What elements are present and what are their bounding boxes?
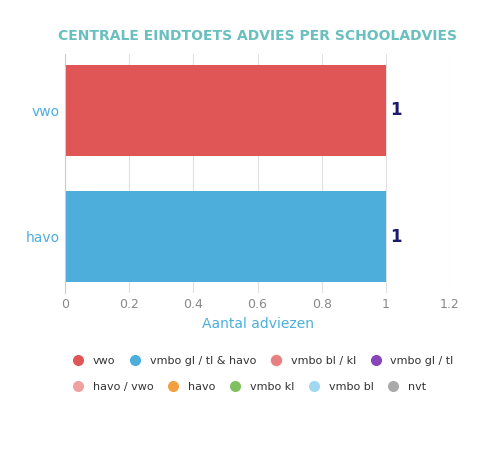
Legend: havo / vwo, havo, vmbo kl, vmbo bl, nvt: havo / vwo, havo, vmbo kl, vmbo bl, nvt <box>63 377 430 396</box>
Title: CENTRALE EINDTOETS ADVIES PER SCHOOLADVIES: CENTRALE EINDTOETS ADVIES PER SCHOOLADVI… <box>58 29 457 43</box>
Text: 1: 1 <box>390 101 402 120</box>
X-axis label: Aantal adviezen: Aantal adviezen <box>202 317 314 331</box>
Bar <box>65 65 386 156</box>
Text: 1: 1 <box>390 228 402 246</box>
Bar <box>65 191 386 282</box>
